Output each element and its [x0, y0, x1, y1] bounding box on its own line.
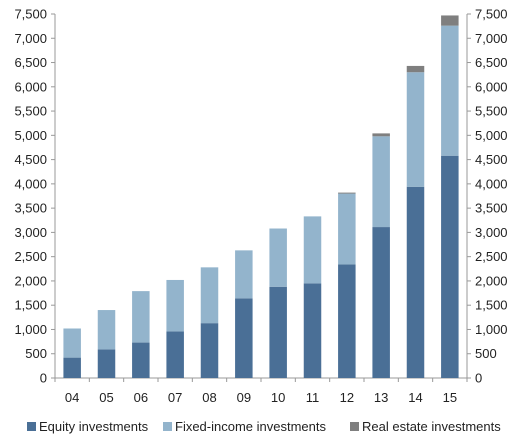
right-y-tick-label: 7,500 [475, 7, 508, 22]
x-tick-label: 14 [408, 390, 422, 405]
x-tick-label: 04 [65, 390, 79, 405]
left-y-tick-label: 6,500 [14, 55, 47, 70]
bar-equity-investments [269, 286, 287, 378]
bar-equity-investments [63, 357, 81, 378]
right-y-tick-label: 1,500 [475, 298, 508, 313]
left-y-tick-label: 6,000 [14, 79, 47, 94]
left-y-tick-label: 500 [25, 346, 47, 361]
bar-equity-investments [441, 155, 459, 378]
left-y-tick-label: 1,500 [14, 298, 47, 313]
x-tick-label: 05 [99, 390, 113, 405]
bars [63, 15, 459, 378]
bar-equity-investments [338, 264, 356, 378]
bar-equity-investments [166, 331, 184, 378]
left-y-tick-label: 2,500 [14, 249, 47, 264]
right-y-tick-label: 7,000 [475, 31, 508, 46]
bar-equity-investments [235, 298, 253, 378]
right-y-tick-label: 5,000 [475, 128, 508, 143]
right-y-tick-label: 0 [475, 371, 482, 386]
bar-real-estate-investments [372, 133, 390, 137]
legend-label: Real estate investments [362, 419, 501, 434]
bar-fixed-income-investments [97, 310, 116, 350]
axes [51, 13, 471, 382]
right-y-tick-label: 2,500 [475, 249, 508, 264]
legend-label: Fixed-income investments [175, 419, 326, 434]
x-tick-label: 15 [443, 390, 457, 405]
bar-equity-investments [406, 186, 425, 378]
bar-fixed-income-investments [303, 216, 322, 284]
left-y-tick-label: 3,000 [14, 225, 47, 240]
left-y-tick-label: 1,000 [14, 322, 47, 337]
bar-real-estate-investments [441, 15, 459, 26]
legend-label: Equity investments [39, 419, 149, 434]
bar-equity-investments [97, 349, 116, 378]
left-y-tick-label: 4,500 [14, 152, 47, 167]
right-y-tick-label: 4,500 [475, 152, 508, 167]
x-tick-label: 13 [374, 390, 388, 405]
left-y-tick-label: 4,000 [14, 176, 47, 191]
left-y-tick-label: 3,500 [14, 201, 47, 216]
bar-equity-investments [200, 323, 219, 378]
bar-fixed-income-investments [63, 328, 81, 358]
left-y-tick-label: 0 [40, 371, 47, 386]
right-y-tick-label: 3,000 [475, 225, 508, 240]
legend-swatch [163, 422, 172, 431]
right-y-tick-label: 1,000 [475, 322, 508, 337]
left-y-tick-label: 7,500 [14, 7, 47, 22]
x-tick-label: 09 [237, 390, 251, 405]
x-tick-label: 06 [134, 390, 148, 405]
left-y-tick-label: 7,000 [14, 31, 47, 46]
bar-fixed-income-investments [200, 267, 219, 324]
tick-labels: 0 0 500 500 1,000 1,000 1,500 1,500 2,000 2,000 2,… [14, 7, 507, 406]
left-y-tick-label: 5,500 [14, 104, 47, 119]
bar-fixed-income-investments [441, 25, 459, 156]
bar-fixed-income-investments [132, 291, 150, 343]
x-tick-label: 10 [271, 390, 285, 405]
bar-fixed-income-investments [269, 228, 287, 287]
bar-real-estate-investments [338, 192, 356, 194]
bar-fixed-income-investments [338, 193, 356, 265]
bar-real-estate-investments [406, 65, 425, 73]
bar-fixed-income-investments [372, 136, 390, 228]
x-tick-label: 08 [202, 390, 216, 405]
right-y-tick-label: 6,000 [475, 79, 508, 94]
x-tick-label: 12 [340, 390, 354, 405]
bar-equity-investments [372, 227, 390, 378]
left-y-tick-label: 2,000 [14, 273, 47, 288]
bar-equity-investments [303, 283, 322, 378]
bar-fixed-income-investments [235, 250, 253, 299]
bar-fixed-income-investments [166, 279, 184, 332]
x-tick-label: 11 [306, 390, 320, 405]
right-y-tick-label: 4,000 [475, 176, 508, 191]
right-y-tick-label: 500 [475, 346, 497, 361]
legend-swatch [350, 422, 359, 431]
right-y-tick-label: 6,500 [475, 55, 508, 70]
right-y-tick-label: 5,500 [475, 104, 508, 119]
bar-fixed-income-investments [406, 72, 425, 187]
legend: Equity investments Fixed-income investmen… [27, 419, 501, 434]
bar-equity-investments [132, 342, 150, 378]
x-tick-label: 07 [168, 390, 182, 405]
legend-swatch [27, 422, 36, 431]
left-y-tick-label: 5,000 [14, 128, 47, 143]
right-y-tick-label: 3,500 [475, 201, 508, 216]
right-y-tick-label: 2,000 [475, 273, 508, 288]
